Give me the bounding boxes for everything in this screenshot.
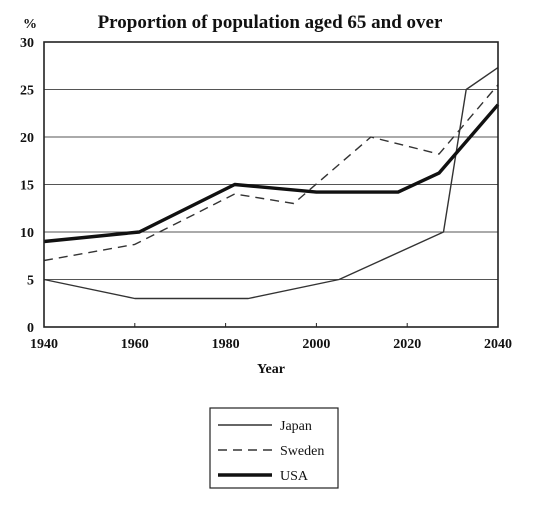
gridlines <box>44 89 498 280</box>
plot-frame <box>43 41 499 328</box>
x-tick-label: 1980 <box>212 337 240 352</box>
x-tick-labels: 1940 1960 1980 2000 2020 2040 <box>30 323 512 352</box>
x-tick-label: 1940 <box>30 337 58 352</box>
x-tick-label: 2020 <box>393 337 421 352</box>
chart-title: Proportion of population aged 65 and ove… <box>98 12 443 33</box>
y-tick-label: 5 <box>27 274 34 289</box>
y-tick-label: 0 <box>27 321 34 336</box>
y-tick-label: 15 <box>20 179 34 194</box>
legend: Japan Sweden USA <box>209 407 339 489</box>
y-tick-label: 10 <box>20 226 34 241</box>
series-line-japan <box>43 67 499 300</box>
legend-label-sweden: Sweden <box>280 444 324 459</box>
series-line-sweden <box>43 84 499 262</box>
x-tick-label: 2000 <box>302 337 330 352</box>
x-tick-label: 1960 <box>121 337 149 352</box>
series-line-usa <box>43 103 500 244</box>
x-tick-label: 2040 <box>484 337 512 352</box>
y-tick-labels: 0 5 10 15 20 25 30 <box>20 36 34 336</box>
series-lines <box>43 67 500 300</box>
x-axis-label: Year <box>257 362 285 377</box>
y-axis-label: % <box>23 17 37 32</box>
y-tick-label: 20 <box>20 131 34 146</box>
y-tick-label: 25 <box>20 84 34 99</box>
y-tick-label: 30 <box>20 36 34 51</box>
legend-label-japan: Japan <box>280 419 312 434</box>
legend-label-usa: USA <box>280 469 309 484</box>
